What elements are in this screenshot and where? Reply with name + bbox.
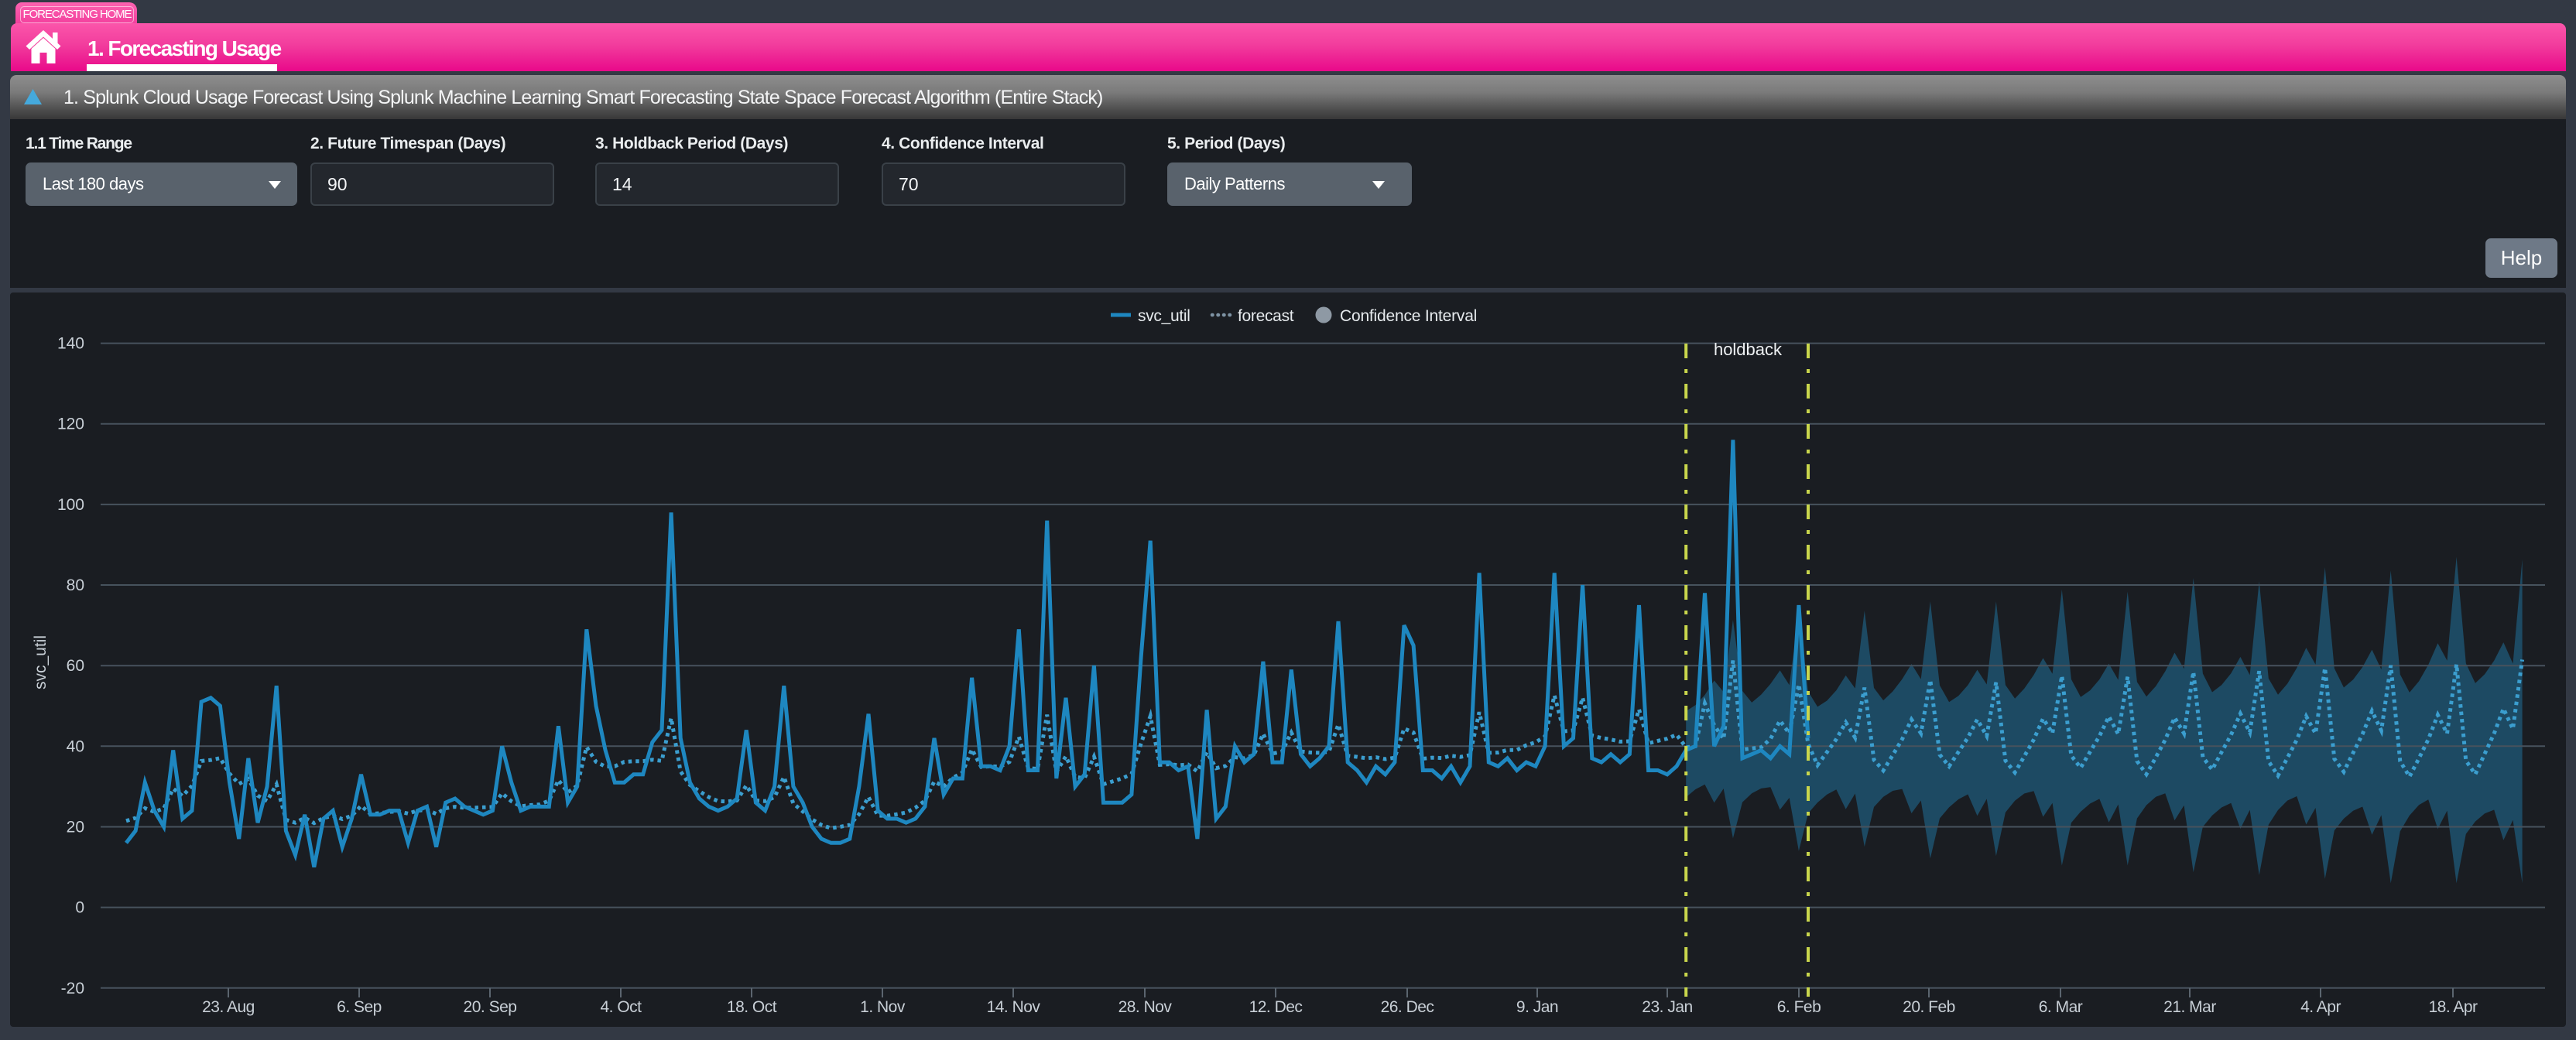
svg-text:21. Mar: 21. Mar (2163, 998, 2216, 1016)
svg-text:Confidence Interval: Confidence Interval (1340, 307, 1477, 325)
svg-text:18. Apr: 18. Apr (2428, 998, 2478, 1016)
svg-text:4. Oct: 4. Oct (600, 998, 642, 1016)
svg-text:6. Feb: 6. Feb (1777, 998, 1821, 1016)
svg-text:svc_util: svc_util (32, 635, 50, 689)
svg-text:6. Sep: 6. Sep (337, 998, 382, 1016)
svg-text:140: 140 (57, 335, 84, 353)
svg-text:-20: -20 (61, 980, 84, 997)
svg-text:20: 20 (67, 819, 84, 836)
svg-text:120: 120 (57, 416, 84, 433)
svg-text:60: 60 (67, 657, 84, 675)
svg-text:23. Jan: 23. Jan (1642, 998, 1692, 1016)
svg-text:svc_util: svc_util (1138, 307, 1190, 325)
svg-text:20. Sep: 20. Sep (464, 998, 517, 1016)
svg-text:80: 80 (67, 576, 84, 594)
svg-text:14. Nov: 14. Nov (987, 998, 1041, 1016)
svg-text:20. Feb: 20. Feb (1903, 998, 1955, 1016)
svg-text:26. Dec: 26. Dec (1381, 998, 1434, 1016)
svg-text:28. Nov: 28. Nov (1118, 998, 1173, 1016)
svg-text:18. Oct: 18. Oct (727, 998, 777, 1016)
svg-text:40: 40 (67, 737, 84, 755)
svg-text:100: 100 (57, 496, 84, 514)
svg-text:12. Dec: 12. Dec (1249, 998, 1303, 1016)
svg-text:4. Apr: 4. Apr (2300, 998, 2341, 1016)
svg-text:forecast: forecast (1238, 307, 1294, 325)
svg-text:23. Aug: 23. Aug (202, 998, 255, 1016)
svg-text:1. Nov: 1. Nov (860, 998, 906, 1016)
svg-text:6. Mar: 6. Mar (2039, 998, 2083, 1016)
svg-text:holdback: holdback (1714, 340, 1783, 359)
svg-text:9. Jan: 9. Jan (1516, 998, 1558, 1016)
svg-text:0: 0 (75, 899, 84, 917)
